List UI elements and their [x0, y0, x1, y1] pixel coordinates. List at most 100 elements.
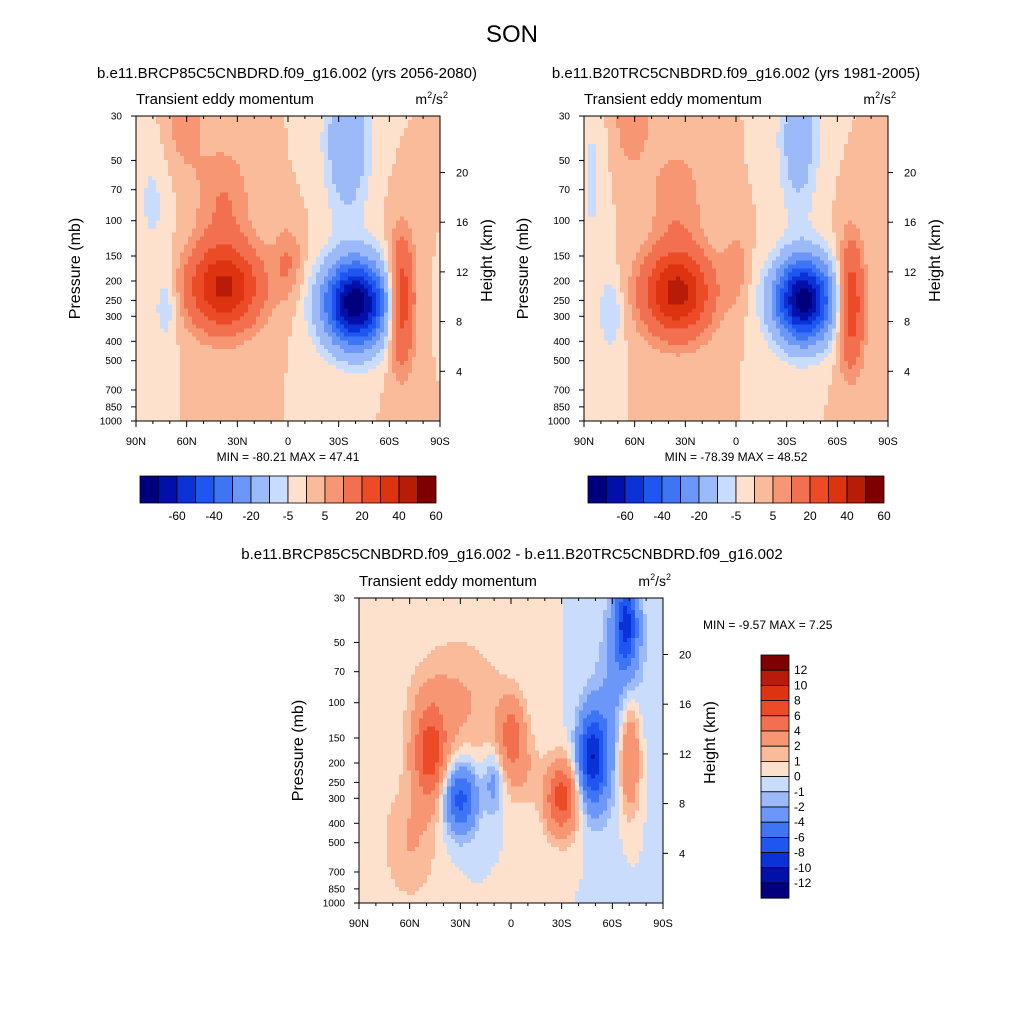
contour-cell — [212, 248, 217, 254]
contour-cell — [208, 120, 213, 125]
contour-cell — [188, 324, 193, 330]
contour-cell — [396, 236, 401, 241]
contour-cell — [284, 348, 289, 354]
contour-cell — [296, 260, 301, 266]
contour-cell — [204, 332, 209, 338]
contour-cell — [324, 164, 329, 169]
contour-cell — [136, 132, 141, 137]
contour-cell — [260, 196, 265, 201]
contour-cell — [396, 220, 401, 225]
contour-cell — [432, 292, 437, 298]
contour-cell — [288, 376, 293, 382]
contour-cell — [136, 292, 141, 298]
contour-cell — [280, 332, 285, 338]
contour-cell — [336, 172, 341, 177]
contour-cell — [164, 360, 169, 366]
contour-cell — [424, 240, 429, 246]
contour-cell — [408, 228, 413, 233]
contour-cell — [232, 260, 237, 266]
contour-cell — [432, 352, 437, 358]
contour-cell — [388, 172, 393, 177]
contour-cell — [328, 356, 333, 362]
contour-cell — [216, 220, 221, 225]
contour-cell — [316, 300, 321, 306]
contour-cell — [312, 160, 317, 165]
contour-cell — [172, 360, 177, 366]
contour-cell — [152, 208, 157, 213]
contour-cell — [416, 128, 421, 133]
contour-cell — [304, 164, 309, 169]
contour-cell — [196, 172, 201, 177]
contour-cell — [296, 320, 301, 326]
contour-cell — [300, 152, 305, 157]
contour-cell — [220, 364, 225, 370]
contour-cell — [204, 152, 209, 157]
contour-cell — [240, 272, 245, 278]
contour-cell — [168, 212, 173, 217]
contour-cell — [264, 308, 269, 314]
contour-cell — [180, 332, 185, 338]
contour-cell — [236, 344, 241, 350]
contour-cell — [376, 308, 381, 314]
contour-cell — [220, 268, 225, 274]
contour-cell — [220, 192, 225, 197]
contour-cell — [380, 188, 385, 193]
contour-cell — [360, 192, 365, 197]
contour-cell — [228, 240, 233, 246]
contour-cell — [240, 348, 245, 354]
contour-cell — [316, 252, 321, 258]
contour-cell — [160, 240, 165, 246]
contour-cell — [368, 140, 373, 145]
contour-cell — [292, 372, 297, 378]
contour-cell — [220, 196, 225, 201]
contour-cell — [384, 212, 389, 217]
contour-cell — [436, 140, 441, 145]
contour-cell — [332, 332, 337, 338]
contour-cell — [316, 356, 321, 362]
contour-cell — [312, 360, 317, 366]
contour-cell — [404, 272, 409, 278]
contour-cell — [392, 204, 397, 209]
contour-cell — [144, 336, 149, 342]
contour-cell — [288, 336, 293, 342]
contour-cell — [204, 172, 209, 177]
contour-cell — [292, 188, 297, 193]
contour-cell — [420, 172, 425, 177]
contour-cell — [148, 192, 153, 197]
contour-cell — [352, 188, 357, 193]
contour-cell — [172, 344, 177, 350]
contour-cell — [364, 268, 369, 274]
contour-cell — [228, 376, 233, 382]
contour-cell — [192, 128, 197, 133]
contour-cell — [140, 228, 145, 233]
contour-cell — [160, 356, 165, 362]
contour-cell — [276, 340, 281, 346]
contour-cell — [204, 232, 209, 237]
contour-cell — [168, 328, 173, 334]
contour-cell — [432, 228, 437, 233]
contour-cell — [348, 160, 353, 165]
contour-cell — [156, 340, 161, 346]
contour-cell — [356, 304, 361, 310]
contour-cell — [348, 208, 353, 213]
contour-cell — [172, 140, 177, 145]
contour-cell — [372, 352, 377, 358]
contour-cell — [416, 320, 421, 326]
contour-cell — [240, 116, 245, 121]
contour-cell — [380, 192, 385, 197]
contour-cell — [428, 156, 433, 161]
contour-cell — [424, 132, 429, 137]
contour-cell — [264, 292, 269, 298]
contour-cell — [184, 208, 189, 213]
contour-cell — [328, 376, 333, 382]
contour-cell — [196, 136, 201, 141]
contour-cell — [140, 196, 145, 201]
contour-cell — [188, 248, 193, 254]
contour-cell — [292, 136, 297, 141]
contour-cell — [304, 256, 309, 262]
contour-cell — [152, 180, 157, 185]
contour-cell — [300, 292, 305, 298]
contour-cell — [188, 172, 193, 177]
contour-cell — [280, 188, 285, 193]
contour-cell — [420, 196, 425, 201]
